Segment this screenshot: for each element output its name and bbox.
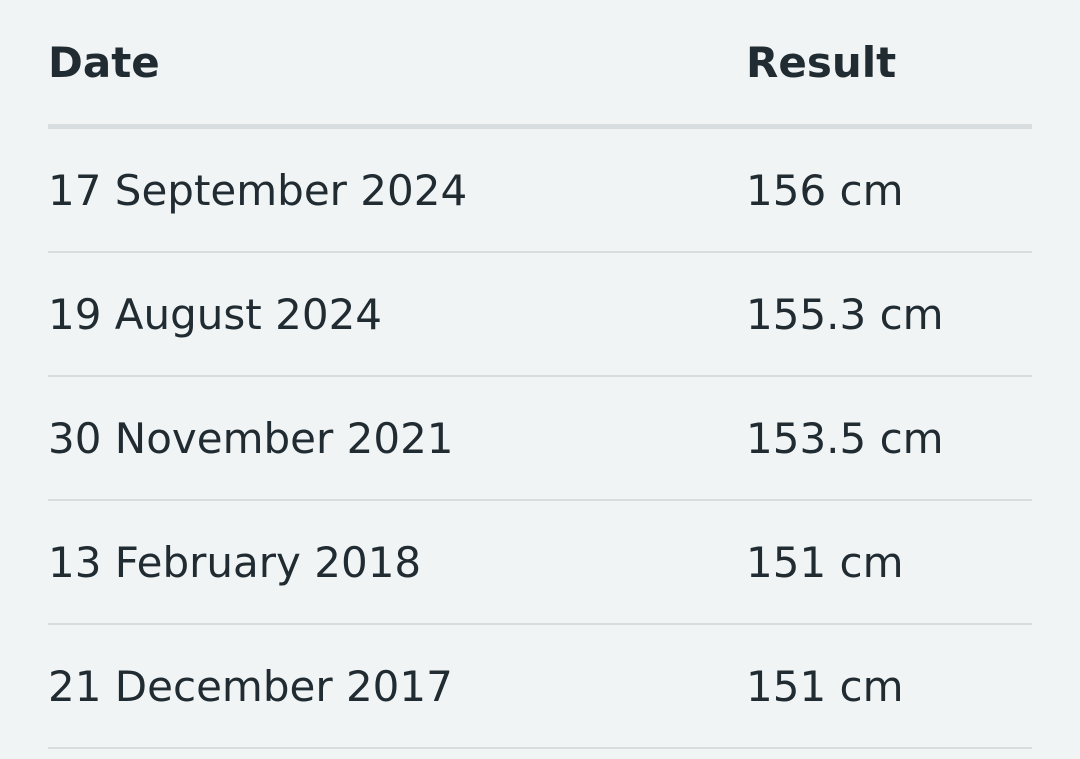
- table-row: 17 September 2024 156 cm: [48, 126, 1032, 253]
- result-cell: 151 cm: [746, 624, 1032, 749]
- result-cell: 153.5 cm: [746, 376, 1032, 501]
- date-cell: 21 December 2017: [48, 624, 746, 749]
- table-row: 21 December 2017 151 cm: [48, 624, 1032, 749]
- date-cell: 17 September 2024: [48, 126, 746, 253]
- date-cell: 13 February 2018: [48, 500, 746, 625]
- date-cell: 19 August 2024: [48, 252, 746, 377]
- result-cell: 151 cm: [746, 500, 1032, 625]
- header-result: Result: [746, 0, 1032, 129]
- table-row: 19 August 2024 155.3 cm: [48, 252, 1032, 377]
- result-cell: 156 cm: [746, 126, 1032, 253]
- results-table: Date Result 17 September 2024 156 cm 19 A…: [48, 0, 1032, 749]
- result-cell: 155.3 cm: [746, 252, 1032, 377]
- header-date: Date: [48, 0, 746, 129]
- date-cell: 30 November 2021: [48, 376, 746, 501]
- table-row: 30 November 2021 153.5 cm: [48, 376, 1032, 501]
- table-row: 13 February 2018 151 cm: [48, 500, 1032, 625]
- table-header: Date Result: [48, 0, 1032, 129]
